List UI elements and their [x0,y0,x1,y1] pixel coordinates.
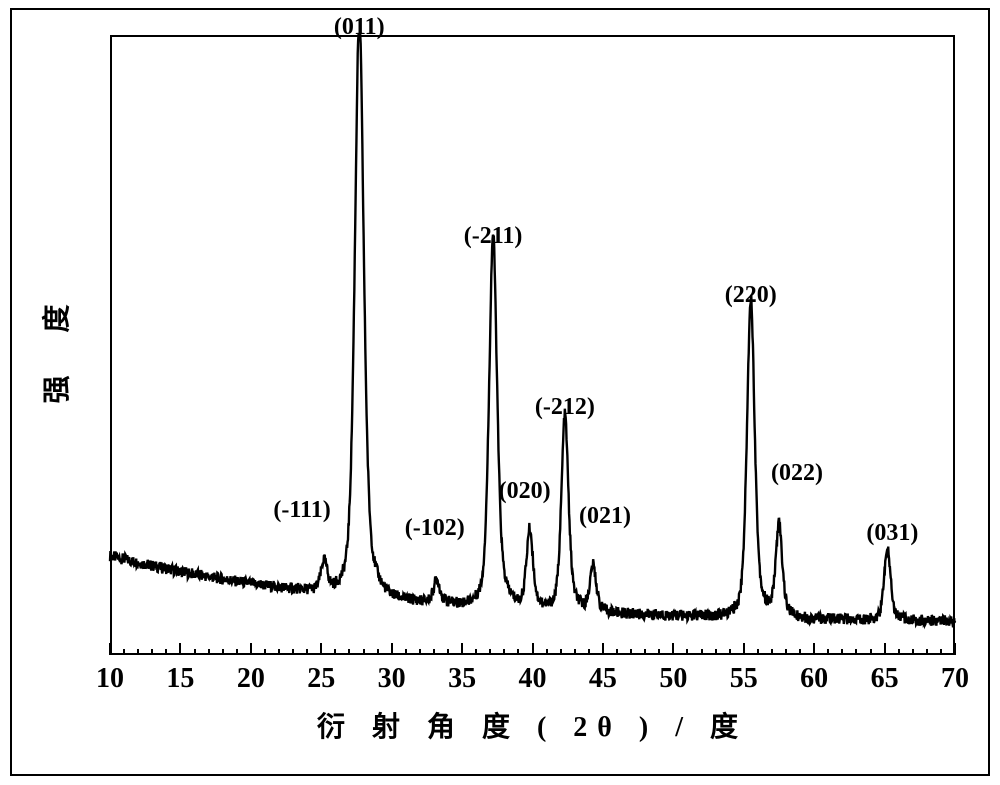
x-tick-major [602,643,604,655]
x-tick-minor [264,649,266,655]
x-tick-minor [757,649,759,655]
x-tick-major [884,643,886,655]
y-axis-title: 强 度 [35,286,75,403]
x-tick-major [461,643,463,655]
x-tick-minor [799,649,801,655]
x-tick-major [391,643,393,655]
x-tick-minor [870,649,872,655]
x-tick-minor [419,649,421,655]
peak-label: (-102) [405,515,465,542]
x-tick-major [954,643,956,655]
x-tick-minor [363,649,365,655]
x-tick-minor [208,649,210,655]
x-tick-minor [827,649,829,655]
x-tick-minor [771,649,773,655]
x-tick-minor [348,649,350,655]
x-tick-label: 40 [519,663,547,695]
x-tick-minor [588,649,590,655]
x-tick-minor [926,649,928,655]
peak-label: (021) [579,503,631,530]
x-tick-minor [715,649,717,655]
x-tick-label: 60 [800,663,828,695]
x-tick-minor [729,649,731,655]
x-tick-minor [236,649,238,655]
x-tick-major [109,643,111,655]
x-tick-minor [616,649,618,655]
x-tick-major [743,643,745,655]
x-tick-minor [517,649,519,655]
x-tick-minor [405,649,407,655]
x-tick-label: 25 [307,663,335,695]
x-tick-minor [123,649,125,655]
x-tick-label: 70 [941,663,969,695]
x-tick-major [813,643,815,655]
x-tick-minor [306,649,308,655]
x-tick-minor [334,649,336,655]
x-tick-minor [574,649,576,655]
peak-label: (011) [334,14,385,41]
x-tick-minor [701,649,703,655]
x-tick-label: 50 [659,663,687,695]
x-tick-minor [475,649,477,655]
x-tick-minor [630,649,632,655]
peak-label: (031) [866,520,918,547]
x-tick-major [672,643,674,655]
x-tick-major [532,643,534,655]
x-tick-minor [278,649,280,655]
peak-label: (-211) [464,223,523,250]
peak-label: (-111) [273,497,330,524]
x-tick-minor [292,649,294,655]
x-tick-label: 30 [378,663,406,695]
x-tick-label: 10 [96,663,124,695]
x-tick-label: 55 [730,663,758,695]
x-tick-minor [165,649,167,655]
plot-area [110,35,955,655]
x-tick-major [320,643,322,655]
x-tick-minor [560,649,562,655]
x-tick-minor [503,649,505,655]
x-tick-minor [841,649,843,655]
peak-label: (020) [499,478,551,505]
x-tick-major [179,643,181,655]
xrd-figure: 强 度 衍 射 角 度 ( 2θ ) / 度 10 15 20 25 30 35 40 45 5… [0,0,1000,785]
x-tick-minor [137,649,139,655]
x-tick-minor [644,649,646,655]
xrd-curve [110,35,955,655]
x-tick-minor [546,649,548,655]
x-tick-minor [686,649,688,655]
x-tick-minor [940,649,942,655]
x-tick-minor [658,649,660,655]
x-axis-title: 衍 射 角 度 ( 2θ ) / 度 [317,705,748,745]
x-tick-minor [194,649,196,655]
x-tick-minor [489,649,491,655]
x-tick-minor [377,649,379,655]
x-tick-label: 20 [237,663,265,695]
x-tick-minor [898,649,900,655]
peak-label: (022) [771,460,823,487]
peak-label: (-212) [535,394,595,421]
x-tick-label: 15 [166,663,194,695]
x-tick-minor [222,649,224,655]
x-tick-label: 45 [589,663,617,695]
x-tick-minor [912,649,914,655]
peak-label: (220) [725,282,777,309]
x-tick-minor [855,649,857,655]
x-tick-minor [785,649,787,655]
x-tick-minor [433,649,435,655]
x-tick-label: 65 [871,663,899,695]
x-tick-major [250,643,252,655]
x-tick-minor [151,649,153,655]
x-tick-minor [447,649,449,655]
x-tick-label: 35 [448,663,476,695]
